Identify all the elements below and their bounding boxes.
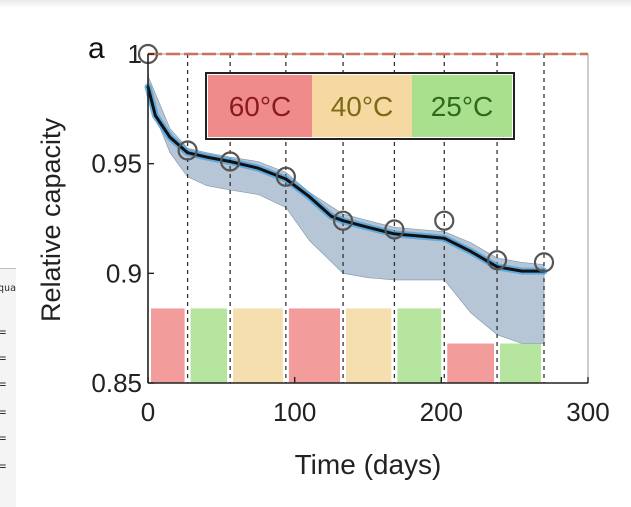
temperature-block (346, 308, 392, 383)
temperature-block (447, 343, 495, 383)
equals-sign: = (0, 377, 6, 391)
legend-entry-label: 60°C (229, 91, 292, 122)
y-tick-label: 0.85 (91, 368, 142, 398)
measured-points (137, 43, 555, 273)
y-axis-label: Relative capacity (36, 117, 66, 322)
legend-swatch (208, 75, 312, 137)
legend-entry-label: 25°C (431, 91, 494, 122)
equals-sign: = (0, 459, 6, 473)
equals-sign: = (0, 351, 6, 365)
measured-point (533, 252, 555, 273)
y-tick-label: 1 (128, 39, 142, 69)
equals-sign: = (0, 325, 6, 339)
measured-point (275, 166, 296, 187)
window-edge (0, 0, 631, 8)
segment-boundaries (186, 54, 545, 383)
y-tick-label: 0.95 (91, 149, 142, 179)
legend: 60°C 40°C 25°C (205, 72, 515, 140)
legend-swatch (412, 75, 512, 137)
measured-point (434, 210, 455, 231)
equals-sign: = (0, 431, 6, 445)
measured-point (384, 219, 405, 240)
tick-labels: 0 100 200 300 0.85 0.9 0.95 1 (91, 39, 609, 427)
legend-swatch (312, 75, 412, 137)
x-tick-label: 200 (420, 397, 463, 427)
x-axis-label: Time (days) (295, 449, 442, 480)
y-tick-label: 0.9 (106, 258, 142, 288)
measured-point (486, 250, 508, 271)
axes (147, 53, 589, 384)
x-tick-label: 100 (273, 397, 316, 427)
cut-off-text: qua (0, 283, 16, 294)
panel-label: a (88, 32, 105, 65)
temperature-block (233, 308, 283, 383)
model-curve-line (146, 85, 546, 273)
measured-point (220, 151, 241, 172)
temperature-block (500, 343, 541, 383)
temperature-block (397, 308, 442, 383)
measured-point (177, 140, 198, 161)
temperature-block (288, 308, 341, 383)
measured-point (332, 210, 354, 231)
equals-sign: = (0, 405, 6, 419)
legend-entry-label: 40°C (331, 91, 394, 122)
temperature-block (151, 308, 185, 383)
model-curve (144, 83, 548, 275)
x-tick-label: 0 (141, 397, 155, 427)
background-window-fragment: qua = = = = = = (0, 268, 16, 507)
temperature-blocks (151, 308, 541, 383)
x-tick-label: 300 (566, 397, 609, 427)
temperature-block (190, 308, 228, 383)
